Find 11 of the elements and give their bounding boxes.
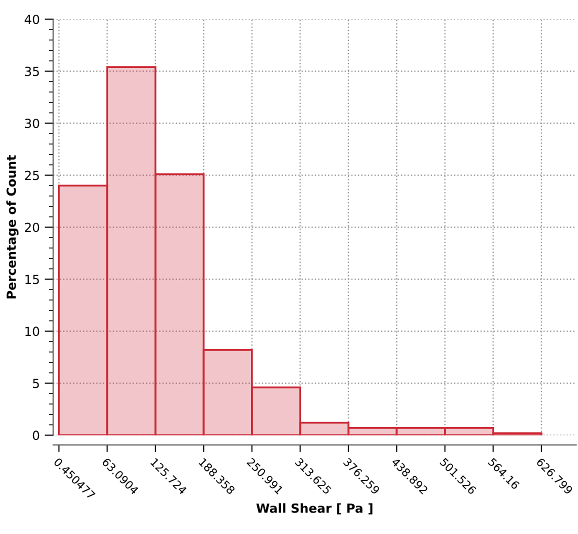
y-tick-label: 20 bbox=[24, 222, 40, 232]
y-tick-label: 10 bbox=[25, 326, 40, 336]
y-tick-label: 25 bbox=[24, 170, 39, 180]
y-tick-label: 35 bbox=[25, 66, 39, 76]
y-tick-label: 0 bbox=[32, 430, 40, 440]
x-axis-title: Wall Shear [ Pa ] bbox=[256, 503, 372, 514]
y-tick-label: 30 bbox=[25, 118, 40, 128]
y-tick-label: 5 bbox=[32, 378, 39, 388]
y-axis-title: Percentage of Count bbox=[6, 155, 19, 298]
y-tick-label: 40 bbox=[24, 14, 40, 24]
y-tick-label: 15 bbox=[25, 274, 39, 284]
